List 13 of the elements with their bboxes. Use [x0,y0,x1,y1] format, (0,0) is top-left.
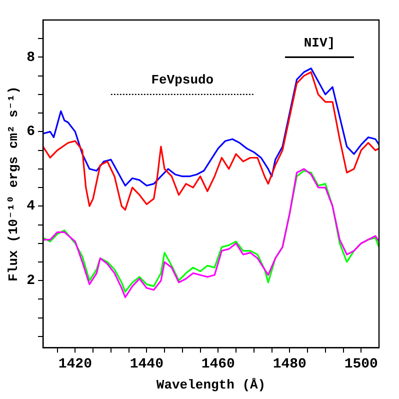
annotation: NIV] [304,36,336,51]
x-axis-title: Wavelength (Å) [156,377,266,392]
x-tick-label: 1440 [130,356,164,373]
y-axis-title: Flux (10⁻¹⁰ ergs cm² s⁻¹) [6,86,22,282]
x-tick-label: 1420 [58,356,92,373]
y-tick-label: 8 [26,50,35,66]
x-tick-label: 1460 [201,356,235,373]
y-tick-label: 4 [26,198,35,215]
y-tick-label: 2 [26,273,35,290]
annotation: FeVpsudo [151,72,214,88]
x-tick-label: 1500 [344,356,378,373]
y-tick-label: 6 [26,124,35,140]
x-tick-label: 1480 [272,356,306,373]
